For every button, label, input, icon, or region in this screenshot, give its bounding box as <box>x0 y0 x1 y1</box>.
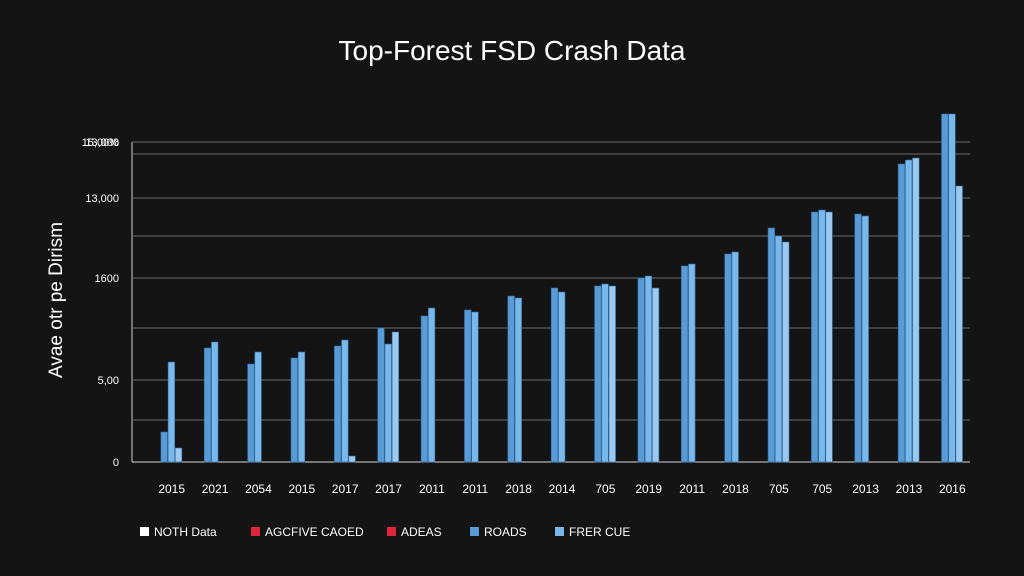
bar <box>377 327 385 463</box>
bar <box>818 209 826 463</box>
bar <box>774 235 783 463</box>
legend-label: ROADS <box>484 525 527 539</box>
bar <box>594 285 602 463</box>
bar <box>681 265 689 463</box>
bar <box>688 263 696 463</box>
x-tick-label: 2014 <box>549 482 576 496</box>
legend-label: ADEAS <box>401 525 442 539</box>
legend-label: NOTH Data <box>154 525 217 539</box>
bar <box>558 291 566 463</box>
x-tick-label: 2011 <box>419 482 445 496</box>
bar <box>731 251 739 463</box>
y-tick-label: 1600 <box>95 273 119 285</box>
bar <box>420 315 428 463</box>
x-tick-label: 2018 <box>722 482 749 496</box>
x-tick-label: 2017 <box>375 482 402 496</box>
chart-title: Top-Forest FSD Crash Data <box>339 35 686 66</box>
x-tick-label: 2013 <box>896 482 923 496</box>
x-tick-label: 2015 <box>288 482 315 496</box>
bar <box>608 285 616 463</box>
bar <box>550 287 559 463</box>
bar <box>912 157 920 463</box>
y-axis-label: Avae otr pe Dirism <box>46 222 67 378</box>
x-tick-label: 2017 <box>332 482 359 496</box>
bar <box>905 159 913 463</box>
bar <box>724 253 732 463</box>
y-tick-label: 5,00 <box>98 375 119 387</box>
legend-label: AGCFIVE CAOED <box>265 525 364 539</box>
bar <box>290 357 298 463</box>
legend-swatch <box>555 527 564 536</box>
bar <box>348 455 356 463</box>
bar <box>471 311 479 463</box>
bar <box>782 241 790 463</box>
legend-swatch <box>387 527 396 536</box>
x-tick-label: 2016 <box>939 482 966 496</box>
legend-label: FRER CUE <box>569 525 630 539</box>
y-tick-label: 0 <box>113 457 119 469</box>
bar <box>167 361 175 463</box>
chart-bars <box>160 113 963 463</box>
bar <box>861 215 869 463</box>
legend-swatch <box>251 527 260 536</box>
x-tick-label: 2011 <box>462 482 488 496</box>
bar <box>601 283 609 463</box>
x-tick-label: 705 <box>769 482 789 496</box>
y-tick-label: 13,000 <box>85 193 119 205</box>
x-tick-label: 2018 <box>505 482 532 496</box>
bar <box>507 295 515 463</box>
bar <box>203 347 212 463</box>
bar <box>391 331 400 463</box>
bar <box>948 113 956 463</box>
chart-legend: NOTH Data AGCFIVE CAOED ADEAS ROADS FRER CUE <box>140 525 630 539</box>
bar <box>637 277 645 463</box>
x-tick-label: 2013 <box>852 482 879 496</box>
x-tick-label: 2011 <box>679 482 705 496</box>
bar <box>174 447 183 463</box>
bar <box>897 163 906 463</box>
x-tick-label: 705 <box>595 482 615 496</box>
bar <box>254 351 262 463</box>
legend-swatch <box>140 527 149 536</box>
legend-swatch <box>470 527 479 536</box>
bar <box>955 185 963 463</box>
bar <box>334 345 342 463</box>
bar <box>644 275 653 463</box>
y-tick-label: 15,00% <box>82 137 120 149</box>
bar <box>211 341 219 463</box>
bar <box>160 431 168 463</box>
bar <box>384 343 392 463</box>
bar <box>514 297 522 463</box>
y-tick-label: 13,000 <box>85 137 119 149</box>
x-tick-label: 2021 <box>202 482 229 496</box>
bar <box>341 339 349 463</box>
x-tick-label: 2019 <box>635 482 662 496</box>
x-tick-label: 2054 <box>245 482 272 496</box>
bar <box>427 307 436 463</box>
bar <box>854 213 862 463</box>
bar <box>297 351 306 463</box>
bar <box>464 309 472 463</box>
bar <box>825 211 833 463</box>
bar <box>941 113 949 463</box>
x-tick-labels: 2015 2021 2054 2015 2017 2017 2011 2011 2018 2014… <box>158 482 966 496</box>
bar <box>652 287 660 463</box>
x-tick-label: 705 <box>812 482 832 496</box>
x-tick-label: 2015 <box>158 482 185 496</box>
bar <box>811 211 819 463</box>
bar <box>767 227 775 463</box>
bar <box>247 363 255 463</box>
